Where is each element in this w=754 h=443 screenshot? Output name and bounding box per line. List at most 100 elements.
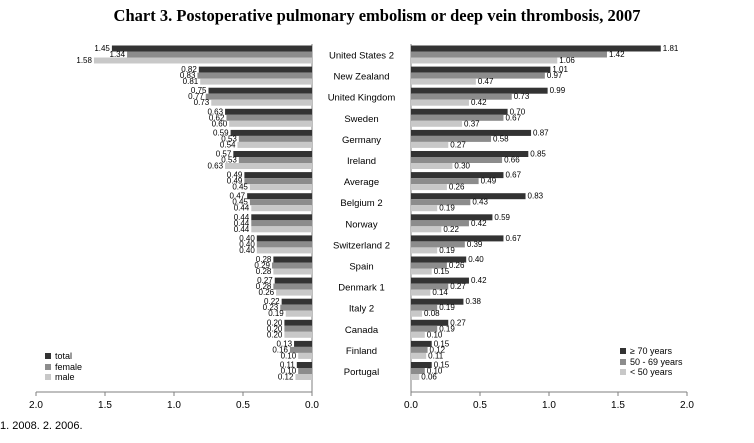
right-bar-value-label: 1.81 [663,44,679,53]
left-bar-female [197,72,312,79]
right-bar-series-2 [411,163,453,169]
right-bar-value-label: 1.06 [559,56,575,65]
right-bar-series-2 [411,226,442,233]
left-bar-female [284,325,312,332]
right-bar-value-label: 0.73 [514,92,530,101]
right-bar-value-label: 0.67 [505,113,521,122]
left-bar-total [251,214,312,221]
right-bar-series-1 [411,51,607,58]
left-plot-area: 2.0 1.5 1.0 0.5 0.01.451.341.580.820.830.810… [29,44,319,411]
right-bar-series-2 [411,310,423,317]
left-bar-female [273,283,312,290]
left-bar-value-label: 0.26 [259,288,275,297]
right-bar-value-label: 0.19 [439,324,455,333]
left-bar-female [205,93,312,100]
left-bar-total [208,87,312,94]
right-bar-series-0 [411,235,504,242]
right-bar-series-2 [411,120,463,127]
legend-label: total [55,351,73,361]
left-bar-value-label: 0.75 [191,86,207,95]
right-bar-series-0 [411,87,548,94]
left-bar-value-label: 0.29 [254,261,270,270]
right-bar-series-0 [411,340,432,347]
left-bar-male [237,141,312,148]
category-label: Italy 2 [349,304,374,315]
left-bar-value-label: 0.10 [281,351,297,360]
right-plot-area: 0.0 0.5 1.0 1.5 2.0 1.81 1.42 1.061.010.97 0.47 0… [404,44,694,411]
left-bar-value-label: 0.44 [234,204,250,213]
right-bar-value-label: 0.19 [439,303,455,312]
left-bar-value-label: 0.11 [280,361,296,370]
right-bar-series-0 [411,277,469,284]
left-bar-male [225,163,312,169]
right-bar-value-label: 0.19 [439,246,455,255]
category-label: Switzerland 2 [333,240,390,251]
legend-swatch [620,358,626,365]
right-bar-value-label: 0.11 [428,351,444,360]
left-bar-value-label: 0.22 [264,297,280,306]
right-bar-value-label: 0.37 [464,119,480,128]
left-bar-total [284,319,312,326]
right-bar-value-label: 0.43 [472,198,488,207]
left-bar-male [251,226,312,233]
left-bar-male [229,120,312,127]
right-bar-value-label: 0.10 [427,330,443,339]
left-bar-value-label: 0.28 [256,282,272,291]
left-bar-value-label: 1.58 [76,56,92,65]
right-x-tick-label: 1.0 [542,400,556,411]
footnote: 1. 2008. 2. 2006. [0,420,83,432]
legend-swatch [45,374,51,381]
left-bar-female [249,199,312,206]
left-bar-value-label: 0.40 [239,234,255,243]
left-bar-value-label: 0.20 [267,318,283,327]
category-label: New Zealand [334,72,390,83]
left-bar-female [238,135,312,142]
right-bar-value-label: 0.22 [443,225,459,234]
left-x-tick-label: 0.0 [305,400,319,411]
right-bar-series-2 [411,331,425,338]
left-bar-total [198,66,312,73]
left-bar-female [127,51,312,58]
left-bar-value-label: 0.40 [239,246,255,255]
right-bar-series-1 [411,72,545,79]
left-bar-male [251,205,312,212]
right-bar-series-2 [411,99,469,106]
legend-label: female [55,361,83,372]
right-bar-series-0 [411,362,432,368]
left-bar-male [284,331,312,338]
legend-item: ≥ 70 years [620,346,683,357]
right-bar-value-label: 0.06 [421,373,437,382]
left-bar-female [298,368,312,374]
left-bar-male [295,374,312,380]
right-bar-value-label: 0.26 [449,183,465,192]
legend-swatch [620,348,626,355]
left-bar-value-label: 0.73 [194,98,210,107]
right-bar-series-2 [411,184,447,191]
right-x-tick-label: 0.5 [473,400,487,411]
left-bar-value-label: 0.45 [232,198,248,207]
left-bar-value-label: 0.23 [263,303,279,312]
right-bar-series-1 [411,114,504,121]
right-bar-value-label: 0.30 [454,162,470,171]
left-bar-value-label: 0.49 [227,171,243,180]
right-bar-value-label: 0.42 [471,276,487,285]
category-label: Sweden [344,114,378,125]
left-bar-value-label: 0.44 [234,225,250,234]
right-bar-value-label: 0.87 [533,128,549,137]
right-bar-value-label: 0.49 [481,177,497,186]
left-bar-total [247,193,312,200]
left-bar-total [233,151,312,157]
right-bar-series-0 [411,172,504,179]
left-bar-value-label: 0.20 [267,324,283,333]
category-label: Average [344,177,379,188]
left-bar-female [238,157,312,163]
right-bar-value-label: 0.59 [494,213,510,222]
right-bar-series-1 [411,241,465,248]
left-bar-total [294,340,312,347]
left-bar-value-label: 0.57 [216,150,232,159]
right-bar-series-1 [411,262,447,269]
legend-label: < 50 years [630,367,673,377]
left-bar-value-label: 0.59 [213,128,229,137]
right-bar-series-0 [411,193,526,200]
right-bar-series-1 [411,368,425,374]
